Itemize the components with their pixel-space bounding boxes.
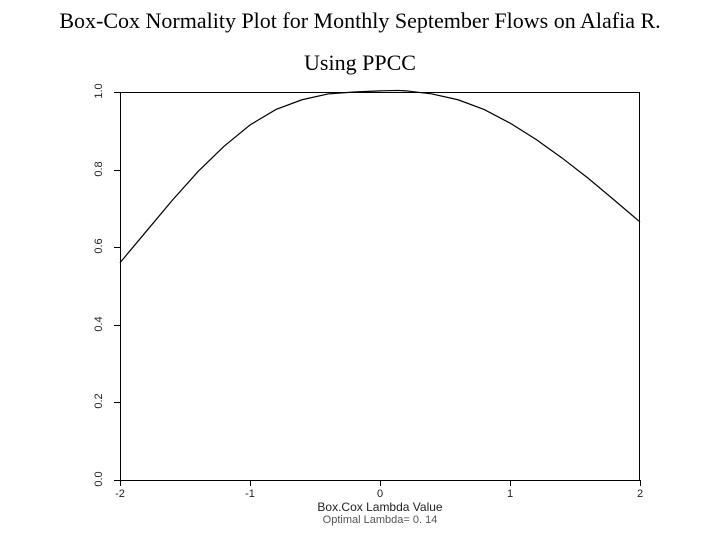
x-axis-label: Box.Cox Lambda Value <box>230 500 530 514</box>
y-tick-label: 0.6 <box>93 231 105 261</box>
y-tick <box>114 325 120 326</box>
ppcc-curve <box>120 90 640 262</box>
x-tick <box>380 480 381 486</box>
slide: Box-Cox Normality Plot for Monthly Septe… <box>0 0 720 540</box>
x-axis-sublabel: Optimal Lambda= 0. 14 <box>230 514 530 526</box>
y-tick-label: 0.4 <box>93 309 105 339</box>
curve-svg <box>120 92 640 480</box>
y-tick <box>114 92 120 93</box>
x-tick-label: 0 <box>365 488 395 500</box>
x-tick-label: -1 <box>235 488 265 500</box>
y-tick <box>114 170 120 171</box>
y-tick-label: 0.8 <box>93 154 105 184</box>
page-subtitle: Using PPCC <box>0 50 720 76</box>
y-tick-label: 1.0 <box>93 76 105 106</box>
y-tick <box>114 402 120 403</box>
x-tick-label: 1 <box>495 488 525 500</box>
x-tick <box>120 480 121 486</box>
x-tick-label: 2 <box>625 488 655 500</box>
y-tick-label: 0.0 <box>93 464 105 494</box>
page-title: Box-Cox Normality Plot for Monthly Septe… <box>0 8 720 34</box>
y-tick <box>114 247 120 248</box>
x-tick-label: -2 <box>105 488 135 500</box>
boxcox-chart: 0.00.20.40.60.81.0-2-1012Box.Cox Lambda … <box>120 92 640 480</box>
x-tick <box>640 480 641 486</box>
y-tick-label: 0.2 <box>93 386 105 416</box>
x-tick <box>250 480 251 486</box>
x-tick <box>510 480 511 486</box>
